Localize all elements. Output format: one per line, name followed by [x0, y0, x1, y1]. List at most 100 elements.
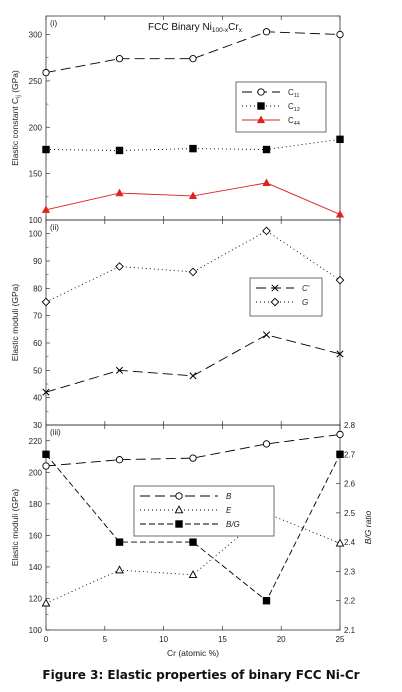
- data-point-c11: [262, 28, 271, 36]
- legend-marker: [271, 284, 279, 292]
- legend-marker: [175, 520, 183, 528]
- y2-tick-label: 2.4: [344, 538, 356, 547]
- y-tick-label: 40: [33, 394, 42, 403]
- y-axis-label: Elastic moduli (GPa): [10, 284, 20, 362]
- data-point-c: [115, 366, 124, 374]
- legend-label: C44: [288, 116, 300, 127]
- y-tick-label: 250: [29, 77, 43, 86]
- data-point-b: [42, 462, 50, 470]
- data-point-c11: [189, 55, 197, 63]
- data-point-bg: [189, 538, 197, 546]
- series-line-e: [45, 512, 341, 604]
- legend-box: [235, 81, 327, 133]
- data-point-g: [335, 275, 345, 285]
- data-point-b: [115, 456, 124, 464]
- y-tick-label: 150: [29, 170, 43, 179]
- y2-tick-label: 2.3: [344, 567, 356, 576]
- x-tick-label: 0: [44, 635, 49, 644]
- y2-tick-label: 2.2: [344, 597, 356, 606]
- y2-axis-label: B/G ratio: [363, 510, 373, 544]
- plot-frame: [45, 219, 341, 426]
- legend-marker: [257, 88, 265, 96]
- data-point-c: [336, 350, 344, 358]
- data-point-c44: [262, 178, 271, 187]
- y-tick-label: 90: [33, 257, 42, 266]
- legend-label: C12: [288, 102, 300, 113]
- y-tick-label: 220: [29, 437, 43, 446]
- y2-tick-label: 2.6: [344, 480, 356, 489]
- data-point-bg: [336, 450, 344, 458]
- x-tick-label: 5: [103, 635, 108, 644]
- data-point-c12: [262, 145, 271, 154]
- legend-label: G: [302, 298, 308, 307]
- y-tick-label: 300: [29, 31, 43, 40]
- y-tick-label: 80: [33, 284, 42, 293]
- panel-label: (ii): [50, 223, 59, 232]
- legend-marker: [175, 492, 183, 500]
- x-tick-label: 15: [218, 635, 227, 644]
- y-tick-label: 120: [29, 594, 43, 603]
- data-point-c12: [189, 144, 197, 153]
- data-point-c12: [42, 145, 50, 154]
- data-point-bg: [115, 538, 124, 546]
- panel-label: (i): [50, 19, 57, 28]
- panel-elastic-moduli-b-e-bg: 1001201401601802002202.12.22.32.42.52.62…: [10, 421, 373, 658]
- data-point-b: [336, 430, 344, 439]
- data-point-g: [41, 297, 51, 307]
- legend-label: E: [226, 506, 232, 515]
- data-point-g: [262, 226, 271, 236]
- series-line-c11: [45, 31, 341, 74]
- y2-tick-label: 2.5: [344, 509, 356, 518]
- legend-box: [249, 277, 323, 317]
- data-point-b: [262, 440, 271, 448]
- y-tick-label: 100: [29, 230, 43, 239]
- y2-tick-label: 2.8: [344, 421, 356, 430]
- data-point-c44: [115, 188, 124, 197]
- y-tick-label: 200: [29, 123, 43, 132]
- data-point-c44: [335, 210, 345, 218]
- data-point-c12: [115, 146, 124, 155]
- legend: BE B/G: [133, 485, 275, 537]
- y2-tick-label: 2.7: [344, 450, 356, 459]
- y2-tick-label: 2.1: [344, 626, 356, 635]
- series-line-bg: [45, 454, 341, 602]
- legend-label: B: [226, 492, 232, 501]
- legend-marker: [174, 505, 184, 514]
- y-tick-label: 60: [33, 339, 42, 348]
- y-tick-label: 180: [29, 500, 43, 509]
- data-point-c11: [336, 30, 344, 39]
- data-point-bg: [42, 450, 50, 458]
- data-point-e: [41, 598, 51, 607]
- data-point-bg: [262, 597, 271, 605]
- legend: C' G: [249, 277, 323, 317]
- series-line-b: [45, 434, 341, 467]
- y-tick-label: 100: [29, 626, 43, 635]
- data-point-c11: [115, 55, 124, 63]
- legend-box: [133, 485, 275, 537]
- series-line-g: [45, 230, 341, 303]
- legend-label: B/G: [226, 520, 240, 529]
- y-axis-label: Elastic constant Cij (GPa): [10, 70, 22, 166]
- panel-elastic-moduli-cprime-g: 30 40 50 60 70 80 90 100 (ii) Elastic moduli (GPa…: [10, 219, 345, 430]
- legend-label: C': [302, 284, 310, 293]
- y-axis-label: Elastic moduli (GPa): [10, 489, 20, 567]
- data-point-g: [115, 262, 124, 271]
- data-point-c: [262, 331, 271, 339]
- plot-frame: [45, 424, 341, 631]
- data-point-c11: [42, 68, 50, 77]
- panel-label: (iii): [50, 428, 61, 437]
- data-point-c12: [336, 135, 344, 144]
- legend-marker: [257, 102, 265, 110]
- data-point-e: [335, 538, 345, 547]
- chart-title: FCC Binary Ni100-xCrx: [148, 22, 243, 34]
- series-line-c: [45, 334, 341, 393]
- data-point-b: [189, 454, 197, 462]
- y-tick-label: 200: [29, 468, 43, 477]
- y-tick-label: 140: [29, 563, 43, 572]
- data-point-c44: [41, 205, 51, 213]
- legend: C11 C12 C44: [235, 81, 327, 133]
- x-tick-label: 10: [159, 635, 168, 644]
- panel-elastic-constants: 100 150 200 250 300 (i) Elastic constant Cij (…: [10, 15, 345, 225]
- y-tick-label: 30: [33, 421, 42, 430]
- data-point-c44: [188, 191, 198, 199]
